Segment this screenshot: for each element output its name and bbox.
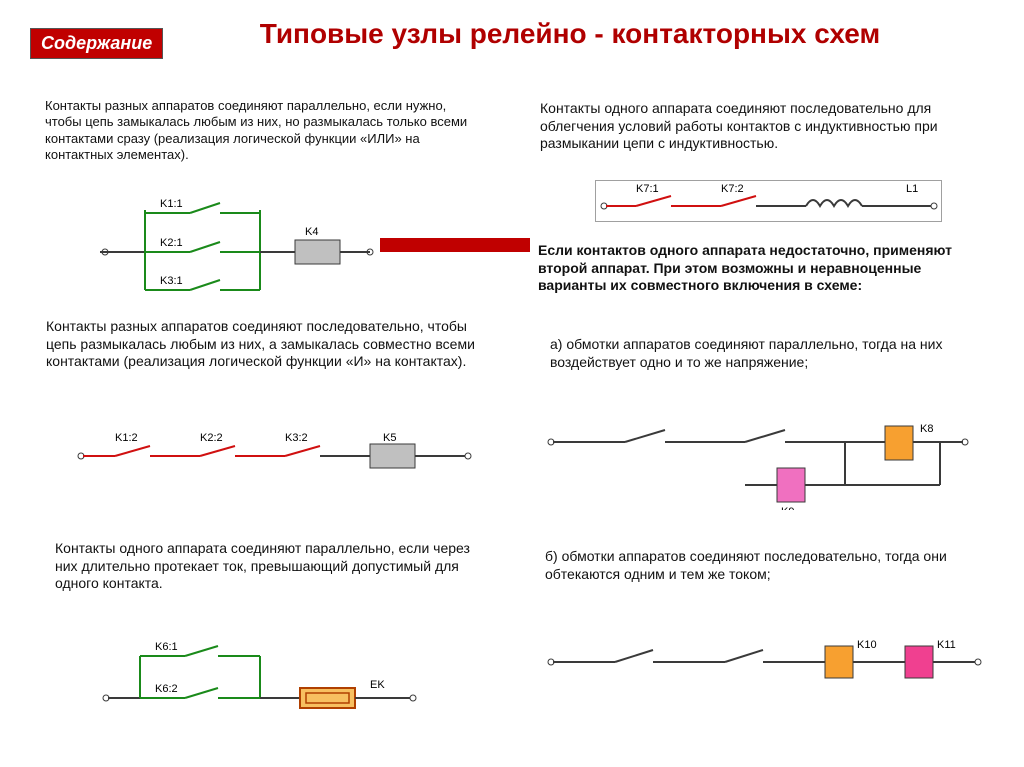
label-k22: K2:2: [200, 432, 223, 444]
para-5: а) обмотки аппаратов соединяют параллель…: [550, 336, 970, 371]
label-k61: K6:1: [155, 641, 178, 653]
para-6: Контакты одного аппарата соединяют парал…: [55, 540, 485, 593]
label-k9: K9: [781, 506, 794, 510]
label-k8: K8: [920, 423, 933, 435]
label-k21: K2:1: [160, 237, 183, 249]
label-k12: K1:2: [115, 432, 138, 444]
para-1: Контакты разных аппаратов соединяют пара…: [45, 98, 475, 163]
para-4-bold: Если контактов одного аппарата недостато…: [538, 242, 978, 295]
toc-button[interactable]: Содержание: [30, 28, 163, 59]
label-k71: K7:1: [636, 183, 659, 195]
page-title: Типовые узлы релейно - контакторных схем: [250, 18, 890, 50]
label-k10: K10: [857, 639, 877, 651]
diagram-series-and: K1:2 K2:2 K3:2 K5: [75, 428, 475, 473]
label-l1: L1: [906, 183, 918, 195]
diagram-parallel-current: K6:1 K6:2 EK: [100, 638, 420, 723]
label-k5: K5: [383, 432, 396, 444]
label-ek: EK: [370, 679, 385, 691]
label-k32: K3:2: [285, 432, 308, 444]
diagram-series-coils: K10 K11: [545, 632, 985, 682]
para-7: б) обмотки аппаратов соединяют последова…: [545, 548, 965, 583]
label-k11: K1:1: [160, 198, 183, 210]
label-k62: K6:2: [155, 683, 178, 695]
diagram-series-inductor: K7:1 K7:2 L1: [595, 180, 942, 222]
label-k11b: K11: [937, 639, 956, 651]
label-k4: K4: [305, 226, 318, 238]
para-3: Контакты разных аппаратов соединяют посл…: [46, 318, 476, 371]
diagram-parallel-coils: K8 K9: [545, 420, 975, 510]
label-k31: K3:1: [160, 275, 183, 287]
label-k72: K7:2: [721, 183, 744, 195]
para-2: Контакты одного аппарата соединяют после…: [540, 100, 970, 153]
red-divider: [380, 238, 530, 252]
diagram-parallel-or: K1:1 K2:1 K3:1 K4: [100, 195, 375, 300]
